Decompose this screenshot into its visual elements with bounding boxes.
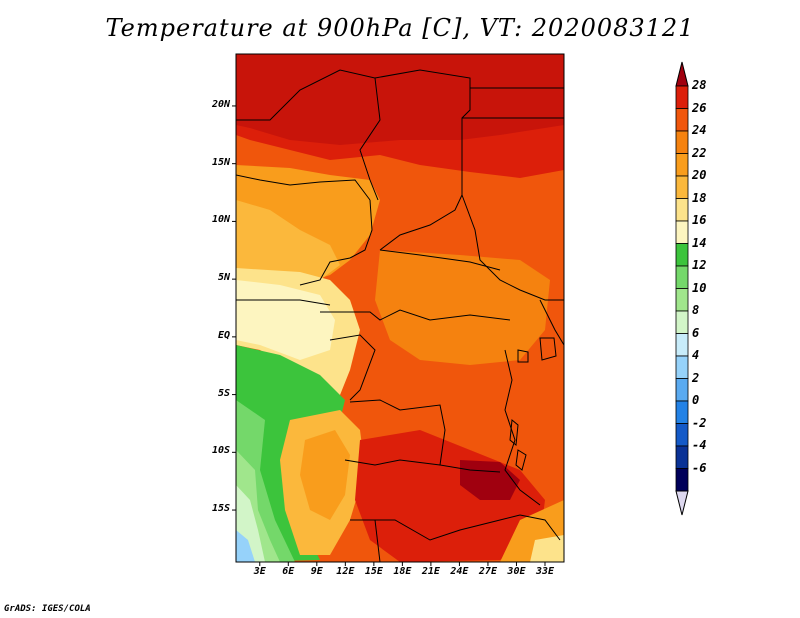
colorbar-swatch — [675, 108, 689, 132]
lat-label: 5S — [217, 387, 230, 399]
lon-label: 21E — [421, 566, 440, 577]
colorbar-top-arrow — [675, 61, 689, 87]
colorbar-label: 22 — [692, 145, 707, 160]
colorbar-swatch — [675, 445, 689, 469]
colorbar-swatch — [675, 423, 689, 447]
axis-ticks — [232, 105, 546, 566]
colorbar-swatch — [675, 153, 689, 177]
lon-label: 15E — [364, 566, 383, 577]
temperature-field — [236, 54, 564, 562]
colorbar-label: 16 — [692, 213, 707, 227]
colorbar — [675, 61, 689, 516]
field-band-23 — [375, 250, 550, 365]
colorbar-swatch — [675, 355, 689, 379]
colorbar-label: 0 — [692, 393, 700, 407]
lat-label: 20N — [211, 98, 230, 110]
field-band-17b — [530, 535, 564, 562]
colorbar-label: 18 — [692, 190, 707, 205]
colorbar-label: -4 — [692, 438, 707, 452]
colorbar-swatch — [675, 220, 689, 244]
colorbar-swatch — [675, 400, 689, 424]
colorbar-swatch — [675, 243, 689, 267]
colorbar-swatch — [675, 378, 689, 402]
colorbar-swatch — [675, 198, 689, 222]
colorbar-bottom-arrow — [675, 490, 689, 516]
colorbar-swatch — [675, 265, 689, 289]
colorbar-label: 28 — [692, 78, 707, 92]
field-band-27 — [236, 54, 564, 145]
lat-label: EQ — [217, 329, 230, 341]
colorbar-label: 10 — [692, 280, 707, 295]
lon-label: 30E — [507, 566, 526, 577]
lat-label: 5N — [217, 272, 230, 284]
chart-title: Temperature at 900hPa [C], VT: 202008312… — [105, 14, 695, 42]
colorbar-label: 20 — [692, 168, 707, 182]
colorbar-label: 4 — [692, 348, 700, 362]
lakes — [509, 337, 557, 471]
lon-label: 12E — [336, 566, 355, 577]
colorbar-label: -6 — [692, 460, 707, 475]
colorbar-label: 2 — [692, 370, 700, 385]
colorbar-label: 24 — [692, 123, 707, 137]
field-band-7 — [236, 530, 255, 562]
lon-label: 9E — [310, 566, 323, 577]
colorbar-label: 6 — [692, 325, 700, 340]
colorbar-swatch — [675, 333, 689, 357]
field-band-22 — [300, 430, 350, 520]
colorbar-swatch — [675, 310, 689, 334]
colorbar-swatch — [675, 288, 689, 312]
lat-label: 15S — [211, 503, 230, 515]
lat-label: 10S — [211, 445, 230, 457]
lat-label: 15N — [211, 156, 230, 168]
colorbar-label: 12 — [692, 258, 707, 272]
colorbar-label: -2 — [692, 415, 707, 430]
map-frame — [235, 53, 565, 563]
colorbar-swatch — [675, 468, 689, 492]
colorbar-label: 8 — [692, 303, 700, 317]
credit-text: GrADS: IGES/COLA — [4, 604, 91, 614]
colorbar-swatch — [675, 130, 689, 154]
lon-label: 33E — [535, 566, 555, 577]
lon-label: 18E — [393, 566, 412, 577]
colorbar-swatch — [675, 85, 689, 109]
colorbar-swatch — [675, 175, 689, 199]
lon-label: 27E — [478, 566, 497, 577]
lon-label: 3E — [253, 566, 266, 577]
field-band-19 — [236, 200, 340, 288]
lon-label: 24E — [450, 566, 469, 577]
country-borders — [236, 69, 564, 562]
colorbar-label: 26 — [692, 100, 707, 115]
lon-label: 6E — [282, 566, 295, 577]
colorbar-label: 14 — [692, 235, 707, 250]
lat-label: 10N — [211, 214, 230, 226]
